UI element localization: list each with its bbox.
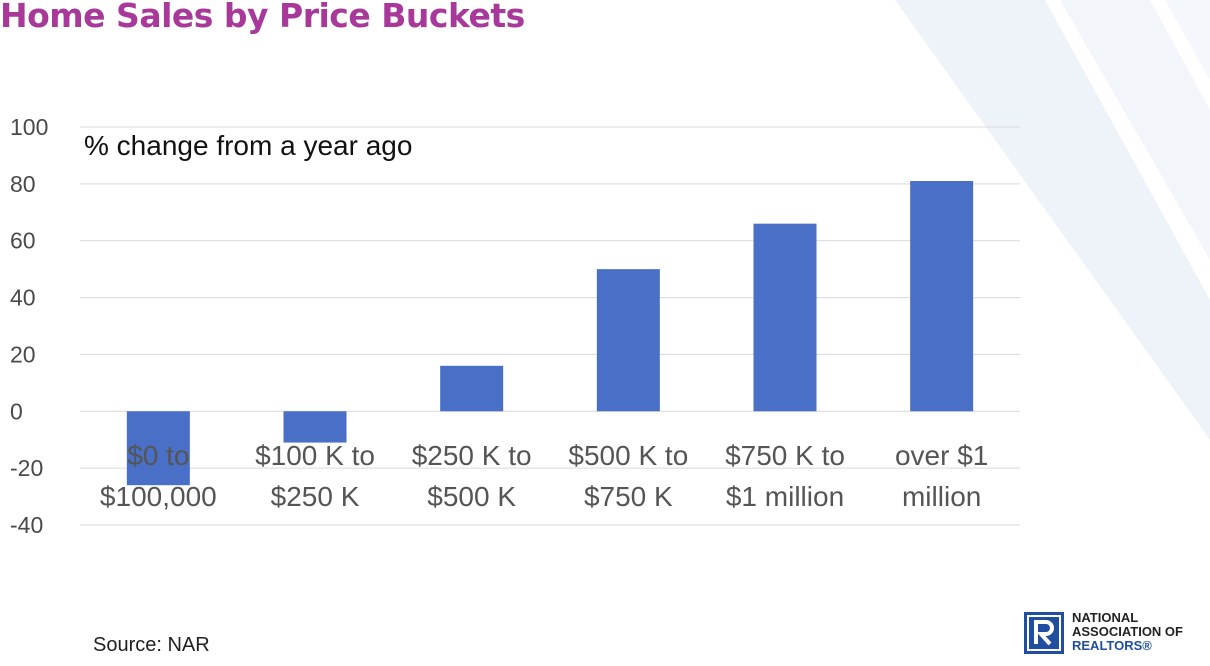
logo-line-3: REALTORS® [1072,638,1152,653]
slide-title: Home Sales by Price Buckets [0,0,525,35]
x-tick-label: $100 K to $250 K [255,440,375,512]
y-tick-label: -40 [10,512,43,538]
y-tick-label: 80 [10,171,36,197]
logo-line-1: NATIONAL [1072,610,1139,625]
logo-wordmark: NATIONAL ASSOCIATION OF REALTORS® [1072,611,1183,653]
x-tick-label: over $1 million [895,440,988,512]
y-tick-label: 100 [10,114,48,140]
bars [126,181,974,486]
bar [440,365,504,412]
nar-logo: NATIONAL ASSOCIATION OF REALTORS® [1024,610,1204,656]
gridlines [80,126,1020,526]
y-axis-ticks: 100 80 60 40 20 0 -20 -40 [10,114,48,538]
y-tick-label: 20 [10,341,36,367]
bar [283,411,347,443]
y-tick-label: -20 [10,455,43,481]
x-tick-label: $250 K to $500 K [412,440,532,512]
source-note: Source: NAR [93,634,210,656]
logo-line-2: ASSOCIATION OF [1072,624,1183,639]
x-tick-label: $500 K to $750 K [568,440,688,512]
chart-annotation: % change from a year ago [84,130,412,161]
y-tick-label: 0 [10,398,23,424]
y-tick-label: 40 [10,285,36,311]
bar [753,223,817,412]
x-tick-label: $0 to $100,000 [100,440,217,512]
bar [126,411,190,486]
bar [596,269,660,412]
x-axis-ticks: $0 to $100,000 $100 K to $250 K $250 K to $50… [100,440,988,512]
realtor-r-icon [1024,612,1064,654]
y-tick-label: 60 [10,228,36,254]
bar [910,181,974,412]
x-tick-label: $750 K to $1 million [725,440,845,512]
